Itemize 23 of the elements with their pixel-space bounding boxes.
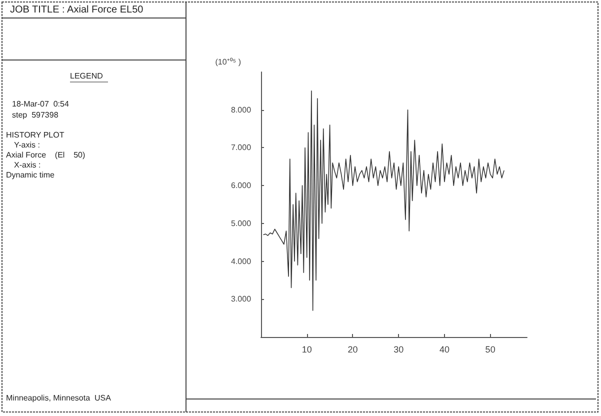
text: LEGEND [70,72,104,80]
text: step 597398 [12,110,59,120]
y-tick-label: 8.000 [231,105,252,114]
text: X-axis : [14,160,41,170]
text: Dynamic time [6,170,56,180]
text: 18-Mar-07 0:54 [12,100,70,108]
x-tick-label: 30 [394,344,404,354]
text: Y-axis : [14,140,40,150]
x-tick-label: 40 [439,344,450,354]
text: HISTORY PLOT [6,130,64,140]
y-tick-label: 3.000 [231,294,252,304]
y-tick-label: 7.000 [231,143,252,152]
x-tick-label: 20 [348,344,358,354]
line-series [262,90,504,311]
text: JOB TITLE : Axial Force EL50 [10,4,144,16]
text: Axial Force (El 50) [6,150,86,160]
x-tick-label: 50 [485,344,496,354]
y-tick-label: 5.000 [231,218,252,228]
x-tick-label: 10 [302,344,312,354]
text: Minneapolis, Minnesota USA [6,394,112,402]
y-tick-label: 4.000 [231,256,252,266]
y-axis-title: (10⁺⁰⁵ ) [215,58,242,66]
y-tick-label: 6.000 [231,181,252,190]
